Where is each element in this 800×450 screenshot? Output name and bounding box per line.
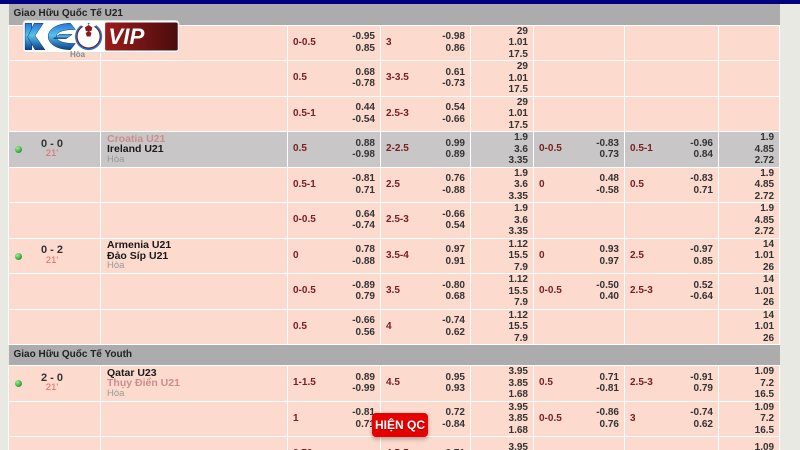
svg-text:VIP: VIP [108,24,144,49]
